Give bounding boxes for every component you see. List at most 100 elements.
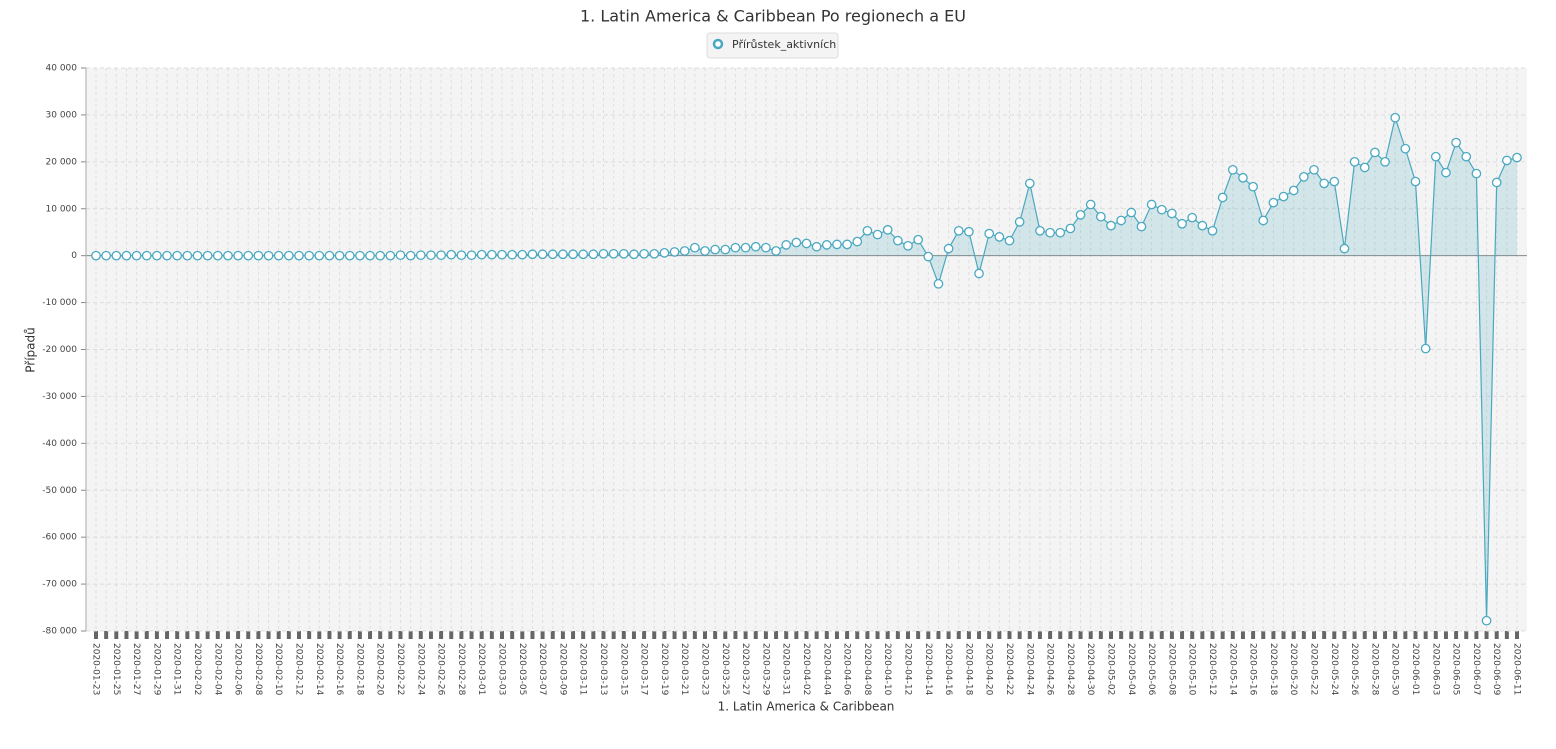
y-tick-label: -30 000 bbox=[42, 392, 77, 402]
data-point bbox=[1096, 211, 1106, 222]
x-tick-label: 2020-05-14 bbox=[1227, 643, 1237, 696]
data-point bbox=[1278, 191, 1289, 202]
x-tick-label: 2020-05-28 bbox=[1369, 643, 1379, 696]
data-point bbox=[547, 249, 558, 260]
data-point bbox=[131, 250, 142, 261]
data-point bbox=[1349, 156, 1360, 167]
x-tick-label: 2020-05-04 bbox=[1126, 643, 1136, 696]
data-point bbox=[1207, 225, 1218, 236]
data-point bbox=[1288, 185, 1299, 196]
data-point bbox=[1339, 243, 1350, 254]
data-point bbox=[466, 250, 477, 261]
x-tick-label: 2020-03-31 bbox=[781, 643, 791, 695]
y-tick-label: -20 000 bbox=[42, 345, 77, 355]
data-point bbox=[344, 250, 355, 261]
x-tick-label: 2020-04-26 bbox=[1045, 643, 1055, 696]
data-point bbox=[365, 250, 375, 261]
data-point bbox=[821, 240, 832, 250]
data-point bbox=[141, 250, 152, 261]
data-point bbox=[832, 239, 842, 250]
data-point bbox=[253, 250, 264, 261]
data-point bbox=[1512, 152, 1522, 163]
data-point bbox=[710, 244, 721, 255]
data-point bbox=[1410, 176, 1421, 187]
x-tick-label: 2020-03-03 bbox=[497, 643, 507, 695]
x-tick-label: 2020-03-19 bbox=[659, 643, 669, 696]
data-point bbox=[639, 248, 649, 259]
data-point bbox=[781, 240, 792, 250]
data-point bbox=[1177, 218, 1187, 229]
x-tick-label: 2020-01-31 bbox=[172, 643, 182, 695]
x-tick-label: 2020-03-27 bbox=[740, 643, 750, 695]
x-tick-label: 2020-04-24 bbox=[1024, 643, 1034, 696]
data-point bbox=[1430, 151, 1441, 162]
data-point bbox=[1055, 227, 1066, 238]
data-point bbox=[1116, 215, 1127, 226]
data-point bbox=[1268, 197, 1279, 208]
x-tick-label: 2020-02-10 bbox=[273, 643, 283, 696]
x-tick-label: 2020-04-14 bbox=[923, 643, 933, 696]
y-tick-label: -80 000 bbox=[42, 627, 77, 637]
data-point bbox=[842, 239, 852, 250]
data-point bbox=[1106, 220, 1116, 231]
data-point bbox=[892, 235, 903, 246]
data-point bbox=[984, 228, 995, 239]
data-point bbox=[111, 250, 122, 261]
x-tick-label: 2020-03-07 bbox=[537, 643, 547, 695]
data-point bbox=[903, 240, 913, 251]
x-tick-label: 2020-04-12 bbox=[903, 643, 913, 695]
data-point bbox=[517, 249, 528, 260]
x-tick-label: 2020-04-08 bbox=[862, 643, 872, 696]
data-point bbox=[283, 250, 294, 261]
y-tick-label: 20 000 bbox=[46, 157, 78, 167]
data-point bbox=[608, 248, 619, 259]
x-tick-label: 2020-05-30 bbox=[1390, 643, 1400, 696]
data-point bbox=[375, 250, 386, 261]
x-tick-label: 2020-02-02 bbox=[192, 643, 202, 695]
data-point bbox=[507, 249, 518, 260]
x-tick-label: 2020-02-06 bbox=[233, 643, 243, 696]
y-tick-label: -60 000 bbox=[42, 533, 77, 543]
data-point bbox=[172, 250, 183, 261]
data-point bbox=[395, 250, 406, 261]
y-tick-label: 0 bbox=[71, 251, 77, 261]
x-tick-label: 2020-03-11 bbox=[578, 643, 588, 695]
x-tick-label: 2020-05-16 bbox=[1248, 643, 1258, 696]
x-tick-label: 2020-05-12 bbox=[1207, 643, 1217, 695]
x-axis-label: 1. Latin America & Caribbean bbox=[718, 700, 895, 714]
data-point bbox=[162, 250, 172, 261]
data-point bbox=[436, 250, 446, 261]
data-point bbox=[1359, 162, 1370, 173]
data-point bbox=[1227, 164, 1238, 175]
data-point bbox=[1451, 137, 1461, 148]
chart-title: 1. Latin America & Caribbean Po regionec… bbox=[580, 7, 966, 26]
x-tick-label: 2020-03-05 bbox=[517, 643, 527, 695]
x-tick-label: 2020-05-20 bbox=[1288, 643, 1298, 696]
x-tick-label: 2020-04-02 bbox=[801, 643, 811, 695]
x-tick-label: 2020-05-02 bbox=[1106, 643, 1116, 695]
data-point bbox=[1004, 235, 1015, 246]
data-point bbox=[1481, 615, 1492, 626]
data-point bbox=[1258, 215, 1269, 226]
data-point bbox=[1187, 212, 1198, 223]
x-tick-label: 2020-01-27 bbox=[131, 643, 141, 695]
y-tick-label: -50 000 bbox=[42, 486, 77, 496]
data-point bbox=[1024, 178, 1035, 189]
x-tick-label: 2020-03-09 bbox=[557, 643, 567, 696]
data-point bbox=[994, 232, 1005, 242]
data-point bbox=[476, 249, 487, 260]
data-point bbox=[872, 229, 883, 240]
x-tick-label: 2020-05-10 bbox=[1187, 643, 1197, 696]
x-tick-label: 2020-05-26 bbox=[1349, 643, 1359, 696]
data-point bbox=[446, 249, 457, 260]
x-tick-label: 2020-04-04 bbox=[821, 643, 831, 696]
x-tick-label: 2020-01-25 bbox=[111, 643, 121, 695]
data-point bbox=[964, 226, 974, 237]
data-point bbox=[730, 242, 741, 253]
x-tick-label: 2020-04-30 bbox=[1085, 643, 1095, 696]
data-point bbox=[1248, 181, 1258, 192]
y-tick-label: -40 000 bbox=[42, 439, 77, 449]
data-point bbox=[689, 242, 700, 253]
data-point bbox=[811, 241, 822, 252]
